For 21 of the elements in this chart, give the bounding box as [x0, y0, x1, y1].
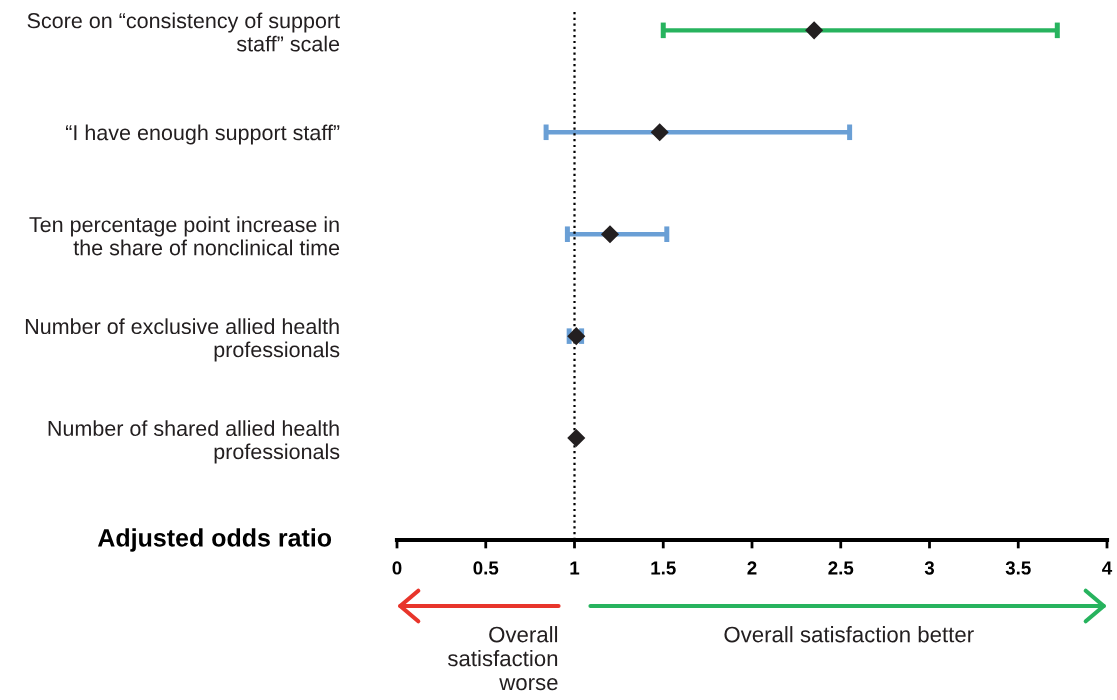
- point: [805, 21, 824, 40]
- x-tick-label: 3: [924, 561, 935, 575]
- y-tick-label: Score on “consistency of support staff” scale: [27, 12, 340, 52]
- x-axis-title: Adjusted odds ratio: [97, 528, 332, 552]
- y-tick-label: Ten percentage point increase in the share of nonclinical time: [29, 216, 340, 256]
- x-tick-label: 1.5: [651, 561, 676, 575]
- y-tick-label: “I have enough support staff”: [66, 124, 340, 145]
- point: [600, 225, 620, 244]
- x-tick-label: 0.5: [473, 561, 499, 575]
- text: Overall satisfaction worse: [447, 626, 558, 691]
- y-tick-label: Number of shared allied health professionals: [48, 420, 340, 464]
- x-tick-label: 2: [747, 561, 757, 575]
- x-tick-label: 2.5: [828, 561, 854, 575]
- x-tick-label: 1: [570, 561, 580, 575]
- x-tick-label: 4: [1102, 561, 1113, 575]
- point: [567, 429, 586, 448]
- x-tick-label: 3.5: [1005, 561, 1031, 575]
- point: [650, 123, 669, 142]
- y-tick-label: Number of exclusive allied health professionals: [25, 318, 340, 362]
- x-tick-label: 0: [392, 561, 402, 575]
- text: Overall satisfaction better: [724, 626, 974, 643]
